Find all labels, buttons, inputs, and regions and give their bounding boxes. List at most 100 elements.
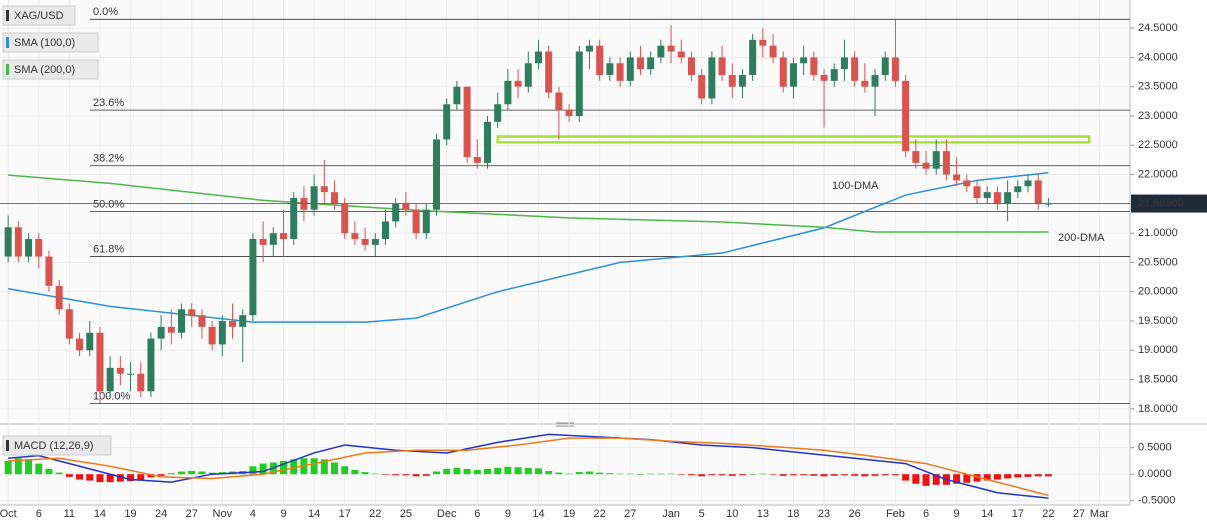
candle-body [25,238,33,257]
macd-histogram-bar [810,474,818,476]
candle-body [239,315,247,327]
y-tick-label: 20.0000 [1138,286,1178,298]
macd-histogram-bar [35,463,43,475]
candle-body [432,139,440,210]
overlay: 21.50500 100-DMA 200-DMA XAG/USD SMA (100,0)… [2,5,1207,456]
candle-body [494,104,502,122]
macd-histogram-bar [4,460,12,475]
macd-histogram-bar [677,474,685,475]
fib-label: 100.0% [93,391,131,403]
macd-histogram-bar [861,474,869,477]
macd-histogram-bar [432,471,440,475]
x-tick-label: 13 [757,508,769,520]
candle-body [800,57,808,64]
candle-body [687,57,695,75]
macd-histogram-bar [851,474,859,476]
candle-body [851,57,859,81]
candle-body [667,45,675,52]
candle-body [96,332,104,392]
candle-body [137,373,145,392]
fib-label: 0.0% [93,6,118,18]
legend-label: SMA (100,0) [14,37,75,49]
macd-histogram-bar [585,471,593,475]
legend-swatch [6,64,9,75]
macd-histogram-bar [738,474,746,476]
x-tick-label: Nov [213,508,233,520]
price-panel [0,0,1130,420]
candle-body [596,45,604,75]
candle-body [280,233,288,239]
candle-body [4,227,12,257]
candle-body [636,57,644,70]
macd-histogram-bar [443,468,451,475]
candle-body [76,338,84,351]
macd-histogram-bar [769,474,777,475]
macd-histogram-bar [953,474,961,484]
candle-body [830,69,838,81]
fib-label: 61.8% [93,243,124,255]
x-tick-label: 4 [250,508,256,520]
resistance-zone [496,135,1091,144]
candle-body [963,180,971,187]
macd-histogram-bar [973,474,981,482]
candle-body [953,174,961,181]
legend-label: XAG/USD [14,10,64,22]
macd-histogram-bar [147,474,155,478]
candle-body [361,238,369,245]
y-tick-label: -0.5000 [1138,495,1175,507]
y-tick-label: 24.0000 [1138,51,1178,63]
legend-box [2,59,99,80]
candle-body [708,57,716,99]
candle-body [779,57,787,87]
y-tick-label: 18.5000 [1138,373,1178,385]
macd-histogram-bar [698,474,706,477]
candle-body [290,197,298,239]
x-tick-label: 5 [699,508,705,520]
macd-histogram-bar [280,460,288,475]
candle-body [198,315,206,327]
candle-body [55,285,63,310]
macd-histogram-bar [667,473,675,475]
macd-histogram-bar [320,459,328,475]
macd-histogram-bar [259,463,267,475]
candle-body [789,63,797,87]
candle-body [412,209,420,234]
legend-swatch [6,37,9,48]
macd-histogram-bar [14,458,22,475]
macd-histogram-bar [25,459,33,475]
candle-body [565,110,573,116]
y-tick-label: 21.0000 [1138,227,1178,239]
legend-box [2,435,112,456]
candle-body [514,80,522,87]
candle-body [35,238,43,257]
marks: 0.0% 23.6% 38.2% 50.0% 61.8% 100.0% [0,6,1130,499]
macd-histogram-bar [606,473,614,475]
x-tick-label: 25 [400,508,412,520]
candle-body [116,367,124,374]
macd-histogram-bar [76,474,84,480]
candle-body [534,51,542,64]
macd-histogram-bar [483,468,491,475]
macd-histogram-bar [331,462,339,475]
macd-histogram-bar [840,474,848,476]
candle-body [749,39,757,75]
macd-histogram-bar [1034,474,1042,477]
macd-histogram-bar [208,472,216,475]
x-tick-label: Dec [437,508,457,520]
candle-body [229,321,237,327]
macd-histogram-bar [932,474,940,485]
candle-body [483,121,491,163]
x-tick-label: 17 [1012,508,1024,520]
macd-histogram-bar [596,472,604,475]
candle-body [331,192,339,204]
x-tick-label: 14 [532,508,544,520]
candle-body [993,192,1001,204]
macd-histogram-bar [749,474,757,475]
macd-histogram-bar [871,474,879,476]
x-tick-label: Mar [1090,508,1109,520]
macd-histogram-bar [188,471,196,475]
macd-histogram-bar [341,466,349,475]
candle-body [45,256,53,286]
candle-body [871,74,879,87]
candle-body [891,57,899,81]
